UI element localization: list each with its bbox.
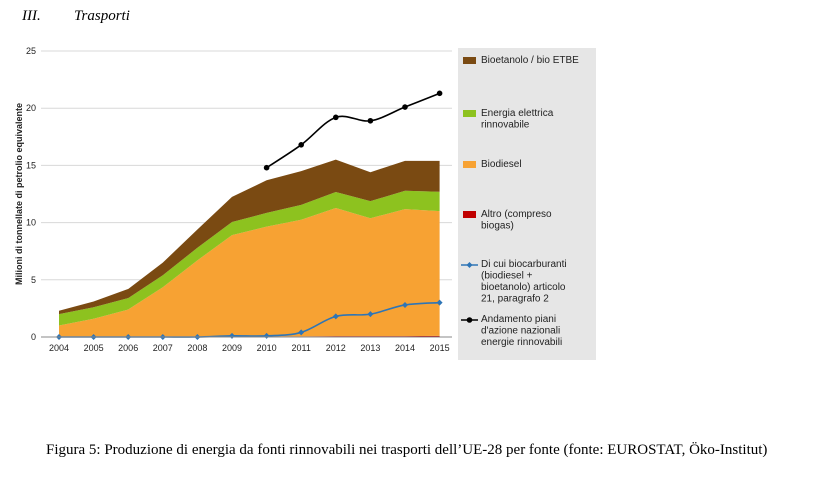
area-bioetanolo-bio-etbe <box>59 159 440 315</box>
legend-marker <box>466 317 473 323</box>
x-tick-label: 2013 <box>360 343 380 353</box>
y-axis-title: Milioni di tonnellate di petrolio equiva… <box>14 103 24 285</box>
y-tick-label: 5 <box>31 275 36 285</box>
data-point-circle <box>436 90 443 97</box>
legend-marker <box>466 262 473 268</box>
legend-background <box>458 48 596 360</box>
data-point-diamond <box>298 329 305 336</box>
x-tick-label: 2011 <box>292 343 311 353</box>
legend-swatch <box>463 57 476 64</box>
x-tick-label: 2015 <box>430 343 450 353</box>
data-point-diamond <box>332 313 339 320</box>
y-tick-label: 0 <box>31 332 36 342</box>
x-tick-label: 2014 <box>395 343 415 353</box>
x-tick-label: 2012 <box>326 343 346 353</box>
x-tick-label: 2007 <box>153 343 173 353</box>
section-heading: III. Trasporti <box>22 8 130 25</box>
data-point-circle <box>263 164 270 171</box>
area-energia-elettrica-rinnovabile <box>59 190 440 326</box>
legend-label: Di cui biocarburanti (biodiesel + bioetano… <box>481 259 567 305</box>
x-tick-label: 2009 <box>222 343 242 353</box>
section-title: Trasporti <box>74 8 130 24</box>
figure-caption: Figura 5: Produzione di energia da fonti… <box>46 442 768 458</box>
x-tick-label: 2006 <box>118 343 138 353</box>
x-tick-label: 2008 <box>187 343 207 353</box>
legend-label: Bioetanolo / bio ETBE <box>481 55 579 66</box>
x-tick-label: 2005 <box>84 343 104 353</box>
legend-label: Andamento piani d'azione nazionali energie… <box>481 314 562 348</box>
renewable-transport-chart: 0 5 10 15 20 25 2004 2005 2006 2007 2008 2009 2010 20… <box>14 46 596 360</box>
data-point-circle <box>333 114 339 121</box>
legend: Bioetanolo / bio ETBE Energia elettrica ri… <box>461 55 579 348</box>
x-tick-label: 2004 <box>49 343 69 353</box>
series-line <box>266 92 440 169</box>
y-tick-label: 10 <box>26 218 36 228</box>
axes: 0 5 10 15 20 25 2004 2005 2006 2007 2008 2009 2010 20… <box>14 46 452 353</box>
data-point-circle <box>298 142 305 148</box>
legend-swatch <box>463 211 476 218</box>
y-tick-label: 20 <box>26 103 36 113</box>
section-number: III. <box>22 8 41 24</box>
x-tick-label: 2010 <box>257 343 277 353</box>
data-point-circle <box>402 104 408 110</box>
data-point-circle <box>367 117 374 124</box>
legend-label: Energia elettrica rinnovabile <box>481 108 554 131</box>
legend-swatch <box>463 161 476 168</box>
legend-label: Altro (compreso biogas) <box>481 209 552 232</box>
data-point-diamond <box>436 299 443 306</box>
data-point-diamond <box>402 301 408 308</box>
data-point-diamond <box>367 311 374 318</box>
y-tick-label: 25 <box>26 46 36 56</box>
legend-label: Biodiesel <box>481 159 522 170</box>
area-biodiesel <box>59 207 440 337</box>
legend-swatch <box>463 110 476 117</box>
y-tick-label: 15 <box>26 160 36 170</box>
